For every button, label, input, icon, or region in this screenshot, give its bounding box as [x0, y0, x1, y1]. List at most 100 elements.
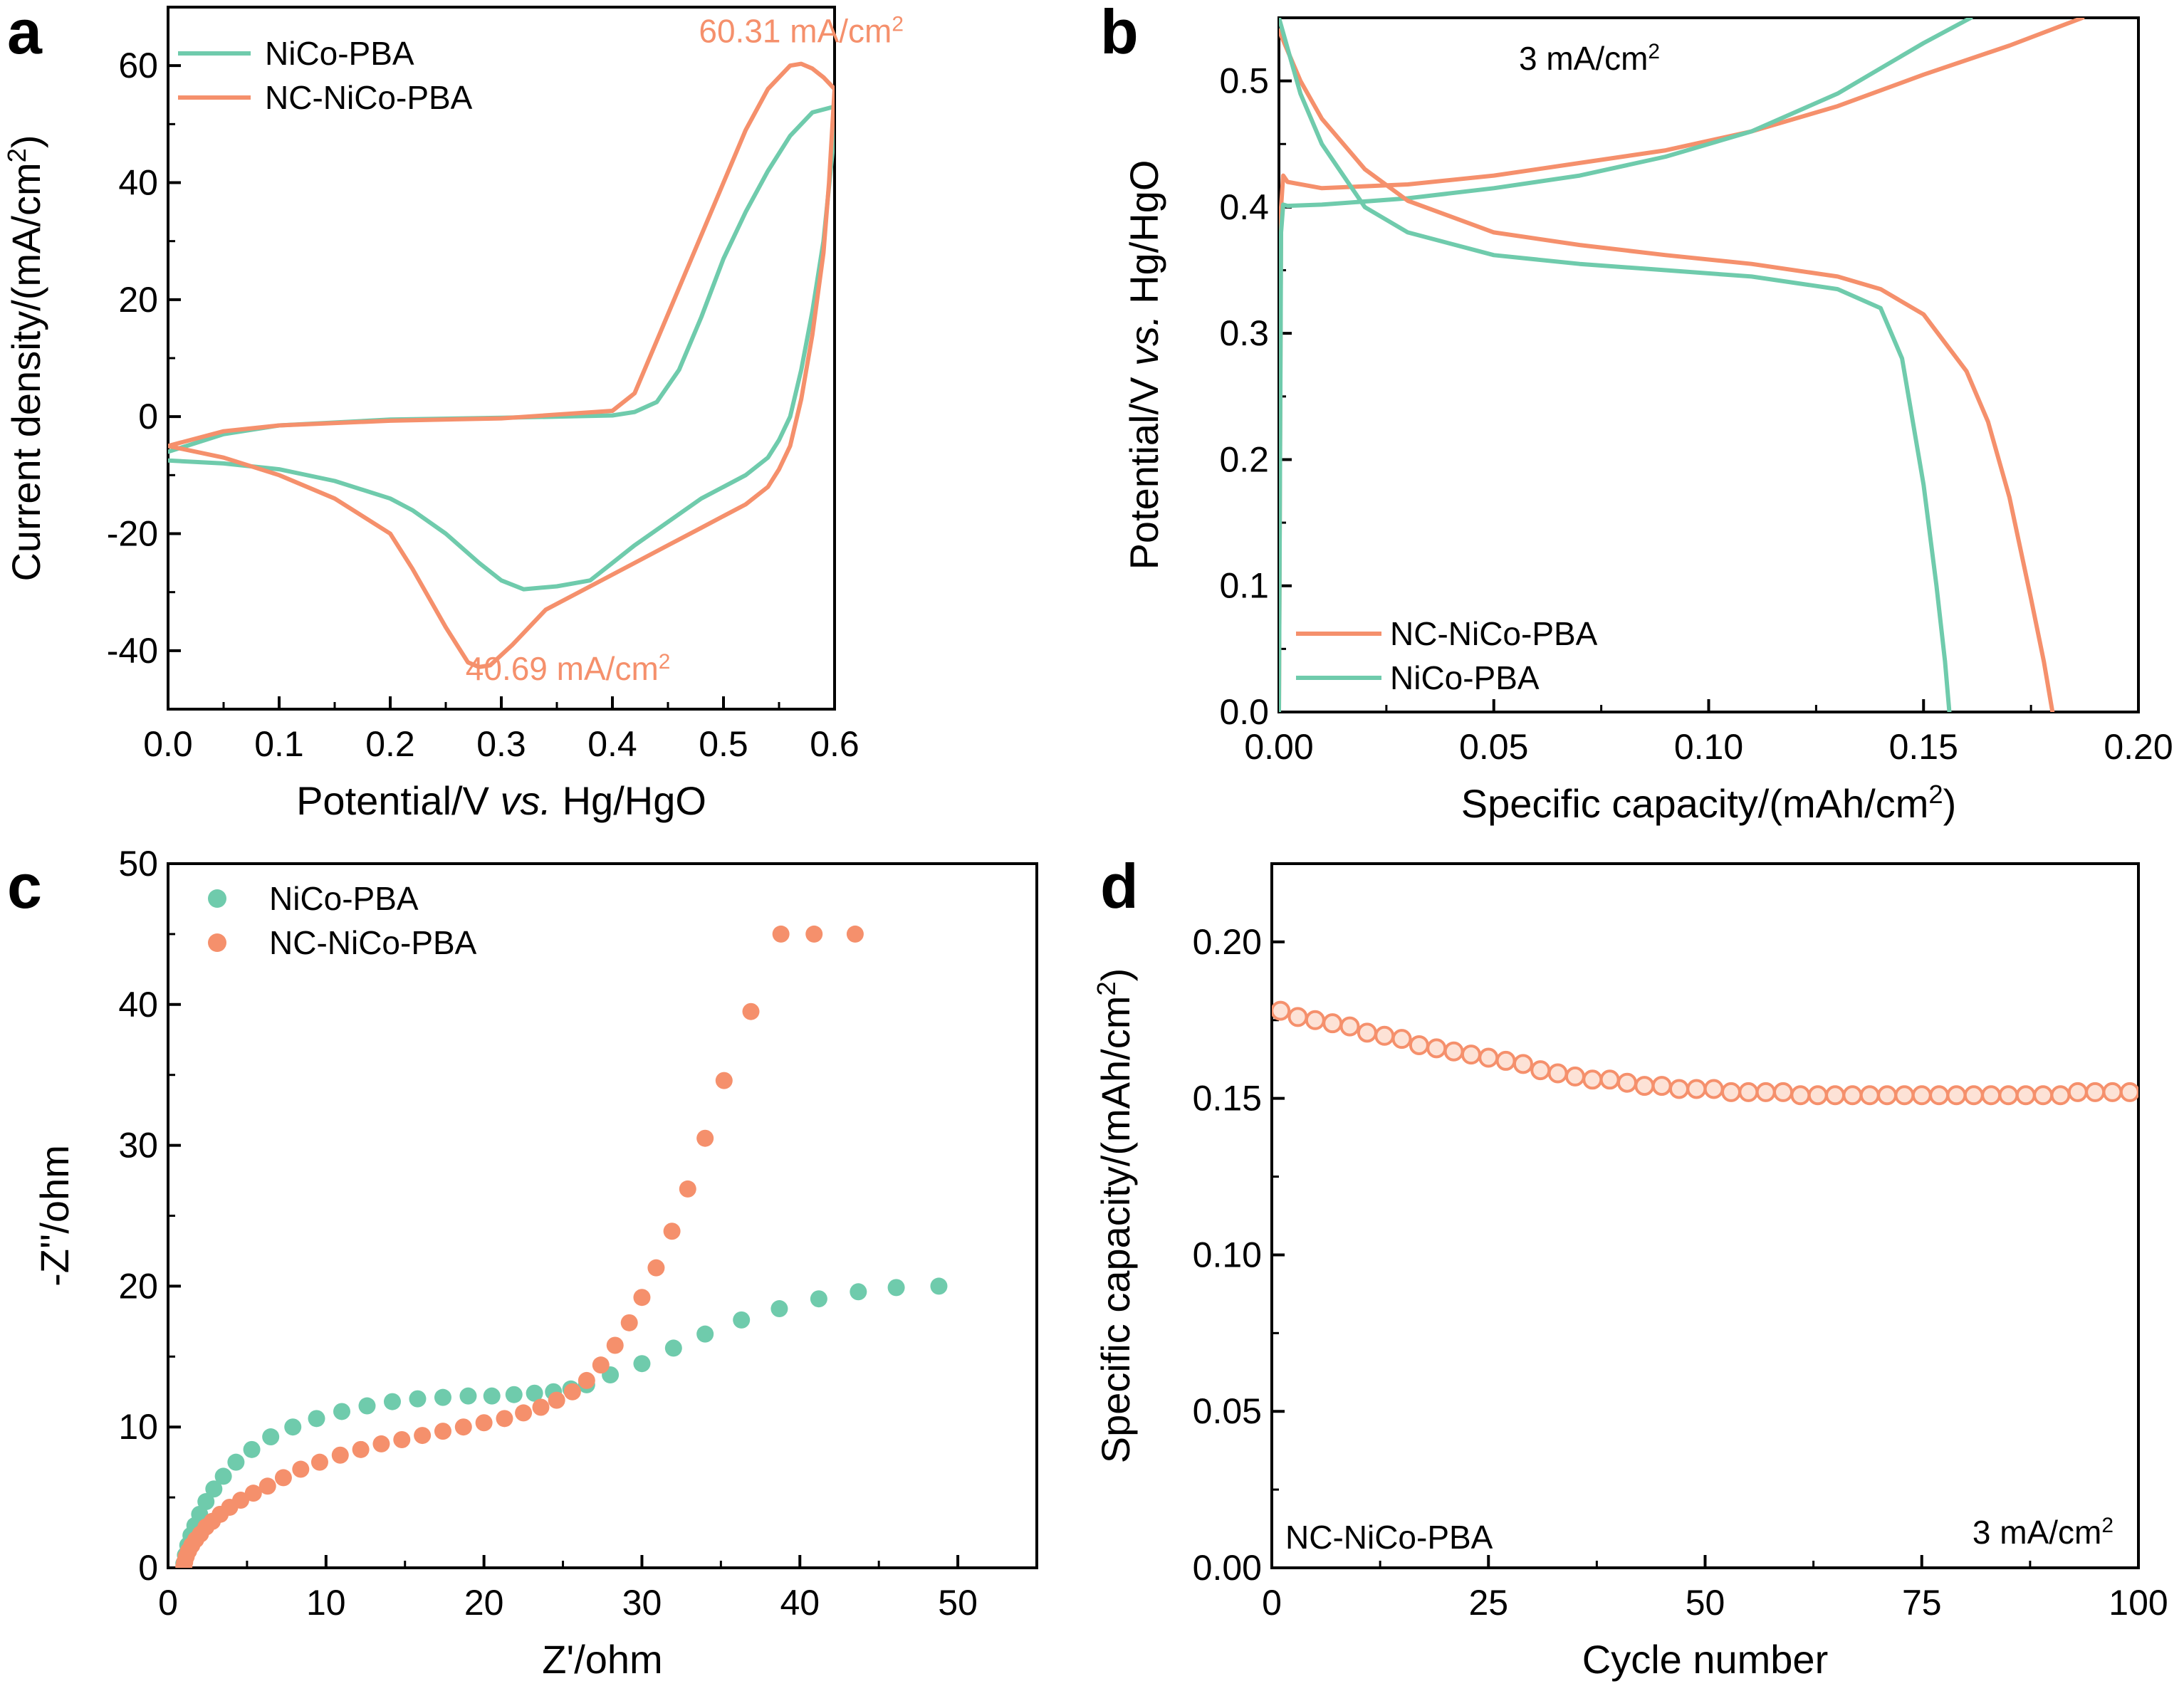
data-point [1322, 1013, 1343, 1034]
y-tick-label: 0.4 [1219, 187, 1269, 227]
x-tick-label: 30 [622, 1583, 662, 1623]
x-axis-label: Specific capacity/(mAh/cm2) [1461, 780, 1957, 827]
data-point [1998, 1085, 2019, 1106]
y-tick-label: 0.15 [1193, 1079, 1262, 1119]
data-point [1547, 1063, 1568, 1084]
data-point [1478, 1047, 1499, 1068]
data-point [475, 1414, 493, 1432]
x-tick-label: 0.05 [1459, 727, 1528, 767]
chart-subtitle: 3 mA/cm2 [1519, 40, 1660, 78]
data-point [2102, 1082, 2123, 1102]
y-tick-label: 0.05 [1193, 1391, 1262, 1431]
plot-frame [1278, 16, 2140, 713]
data-point [1616, 1072, 1637, 1093]
y-tick-label: 40 [118, 163, 158, 203]
data-point [887, 1279, 905, 1297]
data-point [214, 1467, 232, 1485]
data-point [393, 1431, 411, 1449]
data-point [1946, 1085, 1967, 1106]
data-point [846, 925, 864, 943]
data-point [696, 1129, 714, 1147]
x-tick-label: 0.0 [143, 724, 193, 764]
data-point [633, 1289, 651, 1307]
legend-label: NC-NiCo-PBA [269, 924, 477, 961]
y-tick-label: 60 [118, 46, 158, 85]
data-point [548, 1391, 565, 1409]
data-point [1305, 1010, 1325, 1030]
plot-area [168, 61, 835, 669]
data-point [1339, 1016, 1360, 1037]
data-point [606, 1336, 624, 1354]
y-tick-label: -20 [107, 514, 158, 554]
legend-marker [208, 889, 226, 908]
data-point [1634, 1076, 1655, 1096]
data-point [1929, 1085, 1950, 1106]
panel-label: d [1100, 851, 1139, 921]
x-tick-label: 0.6 [810, 724, 860, 764]
data-point [459, 1387, 477, 1405]
data-point [1963, 1085, 1984, 1106]
data-point [1807, 1085, 1828, 1106]
data-point [1721, 1082, 1742, 1102]
x-tick-label: 0.10 [1674, 727, 1743, 767]
data-point [563, 1383, 581, 1401]
data-point [333, 1403, 350, 1420]
data-point [532, 1398, 550, 1416]
series-line-nc-nico-pba [168, 61, 835, 669]
data-point [1738, 1082, 1759, 1102]
y-tick-label: 10 [118, 1407, 158, 1447]
x-tick-label: 0 [1262, 1583, 1282, 1623]
data-point [1790, 1085, 1811, 1106]
x-tick-label: 0.5 [699, 724, 748, 764]
x-tick-label: 0.15 [1889, 727, 1958, 767]
data-point [310, 1453, 328, 1471]
data-point [770, 1300, 788, 1318]
plot-frame [1270, 862, 2140, 1569]
y-tick-label: -40 [107, 631, 158, 671]
y-axis-label: Current density/(mA/cm2) [2, 135, 49, 581]
data-point [742, 1002, 760, 1020]
data-point [2050, 1085, 2071, 1106]
data-point [1287, 1007, 1308, 1027]
inner-label: NC-NiCo-PBA [1285, 1519, 1493, 1556]
x-tick-label: 75 [1902, 1583, 1942, 1623]
data-point [1981, 1085, 2002, 1106]
data-point [715, 1072, 733, 1089]
data-point [243, 1440, 261, 1458]
data-point [434, 1423, 451, 1440]
data-point [232, 1492, 250, 1509]
data-point [1599, 1069, 1620, 1090]
data-point [1877, 1085, 1898, 1106]
panel-label: a [7, 0, 43, 67]
data-point [383, 1393, 401, 1410]
x-tick-label: 0.2 [365, 724, 415, 764]
series-line-nico-pba [168, 104, 835, 592]
y-tick-label: 40 [118, 985, 158, 1025]
data-point [483, 1387, 501, 1405]
data-point [1668, 1079, 1689, 1099]
data-point [578, 1371, 595, 1389]
data-point [663, 1223, 681, 1240]
data-point [1512, 1054, 1533, 1074]
data-point [805, 925, 823, 943]
x-tick-label: 10 [306, 1583, 346, 1623]
y-tick-label: 50 [118, 844, 158, 884]
data-point [331, 1446, 349, 1464]
series-line-nc-nico-pba-discharge [1279, 28, 2055, 712]
x-tick-label: 25 [1468, 1583, 1508, 1623]
data-point [197, 1493, 215, 1511]
data-point [205, 1480, 223, 1498]
y-axis-label: Potential/V vs. Hg/HgO [1122, 160, 1166, 570]
data-point [2067, 1082, 2088, 1102]
data-point [2119, 1082, 2138, 1102]
data-point [1564, 1066, 1585, 1087]
legend-label: NC-NiCo-PBA [265, 79, 473, 116]
data-point [1374, 1025, 1395, 1046]
series-line-nico-pba-charge [1279, 18, 1973, 712]
y-tick-label: 0.00 [1193, 1548, 1262, 1588]
x-tick-label: 20 [464, 1583, 504, 1623]
x-tick-label: 0.4 [587, 724, 637, 764]
x-axis-label: Z'/ohm [542, 1637, 662, 1682]
y-tick-label: 20 [118, 280, 158, 320]
data-point [1495, 1050, 1516, 1071]
